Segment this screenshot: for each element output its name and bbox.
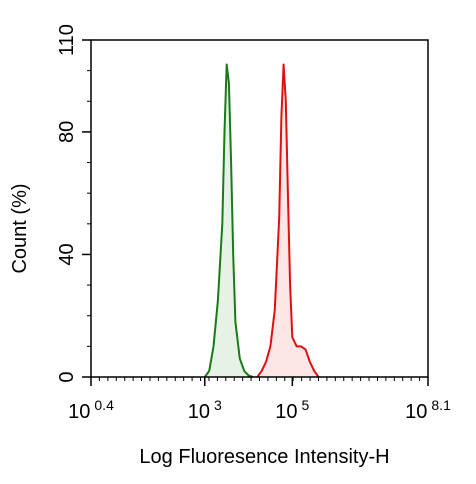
x-axis-title: Log Fluoresence Intensity-H xyxy=(139,446,389,468)
y-tick-label: 0 xyxy=(56,371,78,382)
y-tick-label: 40 xyxy=(56,243,78,265)
y-axis-title: Count (%) xyxy=(9,183,31,273)
series-1-line xyxy=(256,63,320,378)
x-tick-label: 10 8.1 xyxy=(405,397,451,423)
series-0-line xyxy=(203,63,254,378)
x-tick-label-base: 10 xyxy=(405,401,431,423)
x-tick-label-base: 10 xyxy=(188,401,214,423)
x-tick-label-exponent: 5 xyxy=(302,397,310,413)
x-tick-label-exponent: 3 xyxy=(214,397,222,413)
plot-frame xyxy=(90,39,429,378)
y-tick-label: 110 xyxy=(56,24,78,56)
x-tick-label-exponent: 8.1 xyxy=(431,397,451,413)
x-tick-label-exponent: 0.4 xyxy=(94,397,114,413)
series-layer xyxy=(203,63,320,378)
x-tick-label-base: 10 xyxy=(275,401,301,423)
x-tick-label: 10 5 xyxy=(275,397,309,423)
y-tick-label: 80 xyxy=(56,121,78,143)
x-tick-label-base: 10 xyxy=(68,401,94,423)
x-tick-label: 10 0.4 xyxy=(68,397,114,423)
series-0-area xyxy=(204,64,253,377)
x-tick-label: 10 3 xyxy=(188,397,222,423)
